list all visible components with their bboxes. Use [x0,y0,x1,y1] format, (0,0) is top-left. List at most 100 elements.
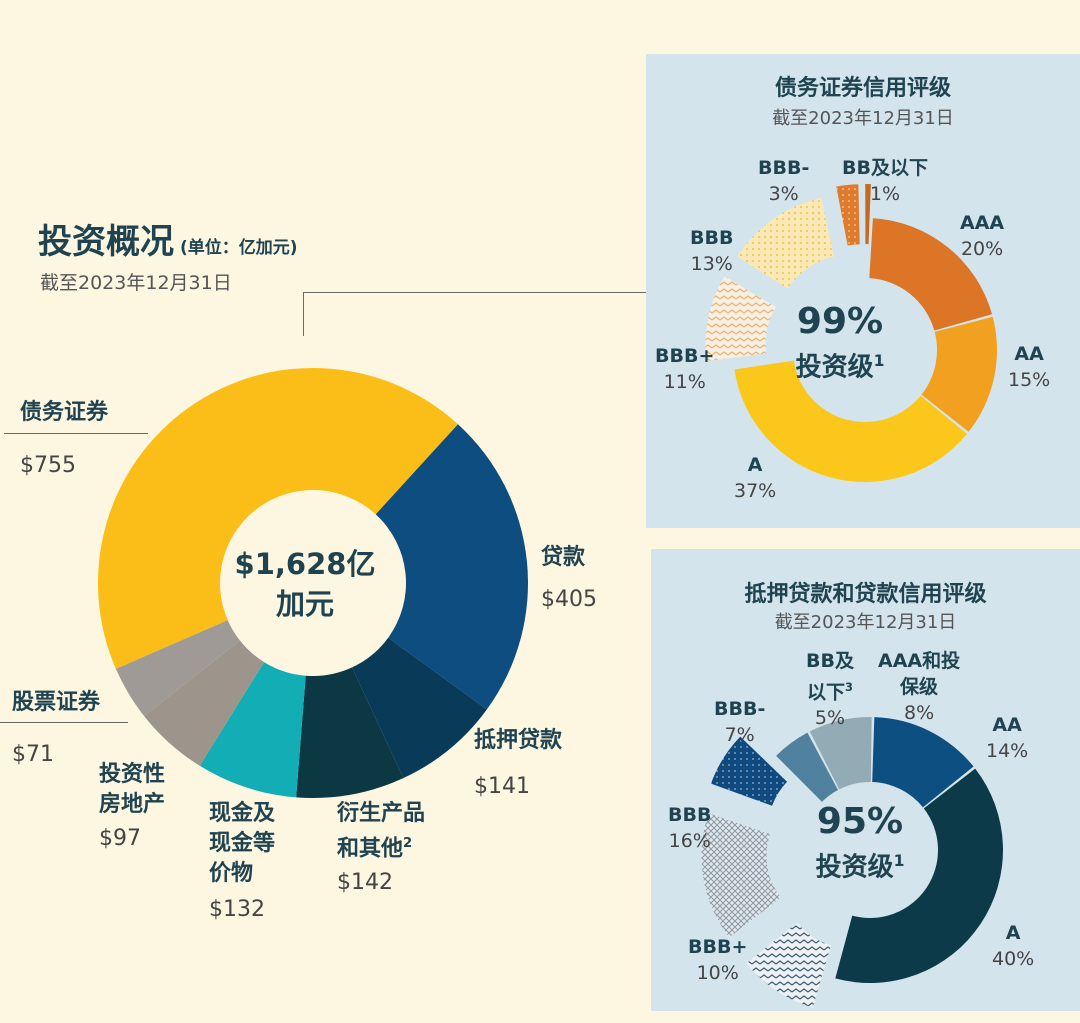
p2-label-aaa-value: 8% [903,702,935,724]
panel1-center-pct: 99% [796,301,884,342]
label-cash-value: $132 [209,897,265,922]
p2-slice-5 [710,736,788,806]
p2-label-aaa-name-1: AAA和投 [878,650,961,672]
main-center-unit: 加元 [275,587,334,621]
p1-label-bbb-minus-name: BBB- [758,157,810,179]
p1-label-aa: AA 15% [1008,341,1050,393]
main-center-amount: $1,628亿 [234,547,376,581]
p1-label-bbb-minus-value: 3% [768,183,799,205]
panel2-center-label: 投资级 [815,852,894,883]
panel1-center-footnote: 1 [873,352,885,370]
p1-slice-3 [705,276,776,362]
p2-label-bbb-minus: BBB- 7% [714,696,765,748]
label-loans: 贷款 $405 [541,543,597,615]
panel1-subtitle: 截至2023年12月31日 [772,108,954,129]
p2-slice-3 [746,922,831,1008]
label-derivatives-name-2-wrap: 和其他2 [337,829,425,864]
label-cash-name-2: 现金等 [209,831,276,856]
main-unit: (单位：亿加元) [180,238,298,258]
label-real-estate: 投资性 房地产 $97 [99,760,165,854]
p1-label-aa-name: AA [1014,343,1044,365]
p2-label-bb-below-name-2-wrap: 以下3 [806,674,854,705]
p1-label-a-name: A [747,454,763,476]
main-slice-2 [352,637,487,779]
label-real-estate-value: $97 [99,826,141,851]
panel1-center: 99% 投资级1 [770,300,910,385]
p1-label-aa-value: 15% [1008,369,1051,391]
main-title: 投资概况 (单位：亿加元) [38,214,298,263]
p1-label-aaa-name: AAA [960,212,1005,234]
p2-label-bbb-plus-name: BBB+ [688,936,748,958]
label-mortgages-value: $141 [474,774,530,799]
p1-label-bbb-plus: BBB+ 11% [655,343,714,395]
p1-label-a: A 37% [734,452,776,504]
label-derivatives-name-2: 和其他 [337,836,404,862]
label-real-estate-name-1: 投资性 [99,762,166,787]
main-slice-5 [144,640,265,766]
label-derivatives-footnote: 2 [403,836,413,851]
p2-label-aaa: AAA和投 保级 8% [878,648,960,726]
main-subtitle: 截至2023年12月31日 [40,272,232,294]
p1-slice-1 [921,316,997,432]
p2-slice-6 [776,732,838,802]
p2-label-bbb: BBB 16% [668,802,711,854]
p1-slice-4 [737,197,834,289]
main-slice-1 [375,424,528,710]
panel1-title: 债务证券信用评级 [774,76,951,101]
label-mortgages-name: 抵押贷款 [474,728,563,753]
panel2-title: 抵押贷款和贷款信用评级 [744,582,987,607]
label-cash-name-3: 价物 [209,861,254,886]
p2-slice-1 [872,717,974,808]
label-derivatives-name-1: 衍生产品 [337,801,426,826]
p2-label-aa: AA 14% [986,712,1028,764]
p1-slice-6 [865,184,871,245]
label-equities: 股票证券 [12,688,100,718]
p1-label-bb-below: BB及以下 1% [842,155,928,207]
p2-label-aa-value: 14% [986,740,1029,762]
p1-label-bbb-name: BBB [690,227,734,249]
label-equities-name: 股票证券 [12,690,101,715]
p2-label-bbb-plus: BBB+ 10% [688,934,747,986]
p1-label-bbb-plus-name: BBB+ [655,345,715,367]
p1-slice-5 [836,184,860,246]
label-loans-value: $405 [541,587,597,612]
p1-slice-2 [734,360,967,482]
p2-label-aaa-name-2: 保级 [900,676,939,698]
p2-label-bbb-minus-name: BBB- [714,698,766,720]
connector-line [303,292,647,336]
main-center-label: $1,628亿 加元 [205,544,405,624]
label-cash-name-1: 现金及 [209,801,276,826]
label-real-estate-name-2: 房地产 [99,792,166,817]
p1-label-bb-below-name: BB及以下 [842,157,928,179]
panel1-center-label: 投资级 [795,352,874,383]
p2-label-a-value: 40% [992,948,1035,970]
p2-label-bb-below-value: 5% [814,707,846,730]
panel2-center-pct: 95% [816,801,904,842]
main-slice-6 [115,620,240,716]
p2-label-aa-name: AA [992,714,1022,736]
main-title-text: 投资概况 [38,222,174,262]
label-mortgages: 抵押贷款 $141 [474,726,562,802]
label-loans-name: 贷款 [541,545,586,570]
label-debt-securities-value: $755 [20,453,76,478]
p2-label-bb-below: BB及 以下3 5% [806,648,854,731]
label-debt-securities-underline [4,433,148,434]
p1-label-aaa: AAA 20% [960,210,1004,262]
p1-label-a-value: 37% [734,480,777,502]
label-cash: 现金及 现金等 价物 $132 [209,799,275,925]
p2-label-bb-below-name-2: 以下 [807,681,846,704]
panel2-center-footnote: 1 [893,852,905,870]
main-slice-3 [296,667,404,798]
p1-label-aaa-value: 20% [960,238,1004,260]
label-equities-underline [0,722,128,723]
p2-label-a-name: A [1005,922,1021,944]
p1-label-bbb-value: 13% [690,253,733,275]
label-derivatives-value: $142 [337,870,393,896]
label-debt-securities: 债务证券 [20,398,108,428]
p1-label-bbb-minus: BBB- 3% [758,155,809,207]
label-derivatives: 衍生产品 和其他2 $142 [337,799,425,898]
p1-slice-0 [869,218,993,331]
